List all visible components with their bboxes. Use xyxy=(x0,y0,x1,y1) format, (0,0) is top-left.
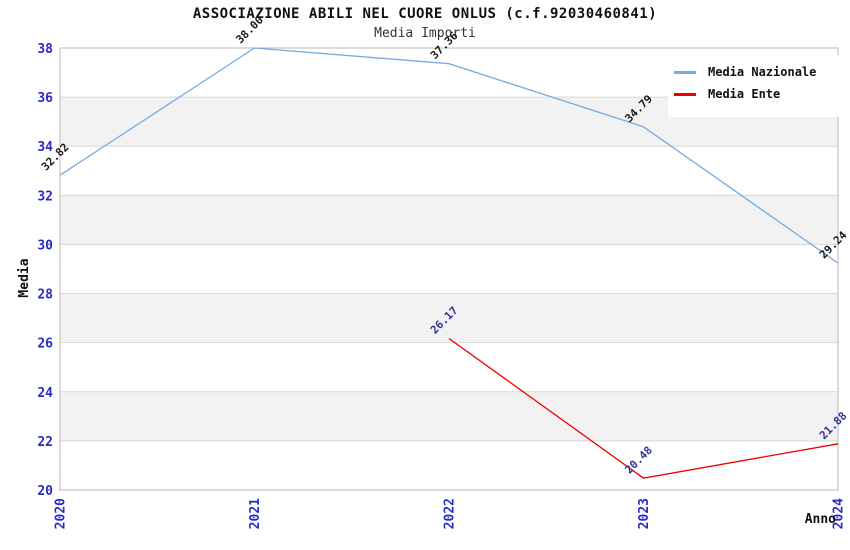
legend-swatch-red-line-icon xyxy=(674,92,696,96)
plot-frame xyxy=(59,47,839,491)
x-tick-label: 2020 xyxy=(54,498,69,529)
legend: Media Nazionale Media Ente xyxy=(668,55,840,117)
y-tick-label: 30 xyxy=(37,238,53,253)
plot-band xyxy=(60,195,838,245)
x-tick-label: 2022 xyxy=(443,498,458,529)
x-tick-label: 2024 xyxy=(832,498,847,529)
legend-item-media-ente: Media Ente xyxy=(674,85,832,103)
chart-title: ASSOCIAZIONE ABILI NEL CUORE ONLUS (c.f.… xyxy=(192,6,658,22)
y-tick-label: 36 xyxy=(37,91,53,106)
y-tick-label: 20 xyxy=(37,484,53,499)
point-label: 38.00 xyxy=(233,14,266,47)
x-tick-label: 2023 xyxy=(637,498,652,529)
series-line-media-ente xyxy=(448,337,839,479)
point-label: 20.48 xyxy=(622,444,655,477)
y-tick-label: 34 xyxy=(37,140,53,155)
legend-swatch-blue-line-icon xyxy=(674,70,696,74)
chart-subtitle: Media Importi xyxy=(374,26,476,41)
x-tick-label: 2021 xyxy=(248,498,263,529)
legend-label: Media Ente xyxy=(708,87,781,101)
legend-label: Media Nazionale xyxy=(708,65,817,79)
y-tick-label: 26 xyxy=(37,337,53,352)
legend-item-media-nazionale: Media Nazionale xyxy=(674,63,832,81)
series-line-media-nazionale xyxy=(59,47,839,264)
y-tick-label: 24 xyxy=(37,386,53,401)
plot-band xyxy=(60,293,838,343)
point-label: 37.36 xyxy=(428,29,461,62)
y-tick-label: 22 xyxy=(37,435,53,450)
y-tick-label: 32 xyxy=(37,189,53,204)
x-axis-title: Anno xyxy=(804,512,836,527)
y-axis-title: Media xyxy=(17,258,32,298)
y-tick-label: 38 xyxy=(37,42,53,57)
y-tick-label: 28 xyxy=(37,288,53,303)
plot-band xyxy=(60,391,838,441)
